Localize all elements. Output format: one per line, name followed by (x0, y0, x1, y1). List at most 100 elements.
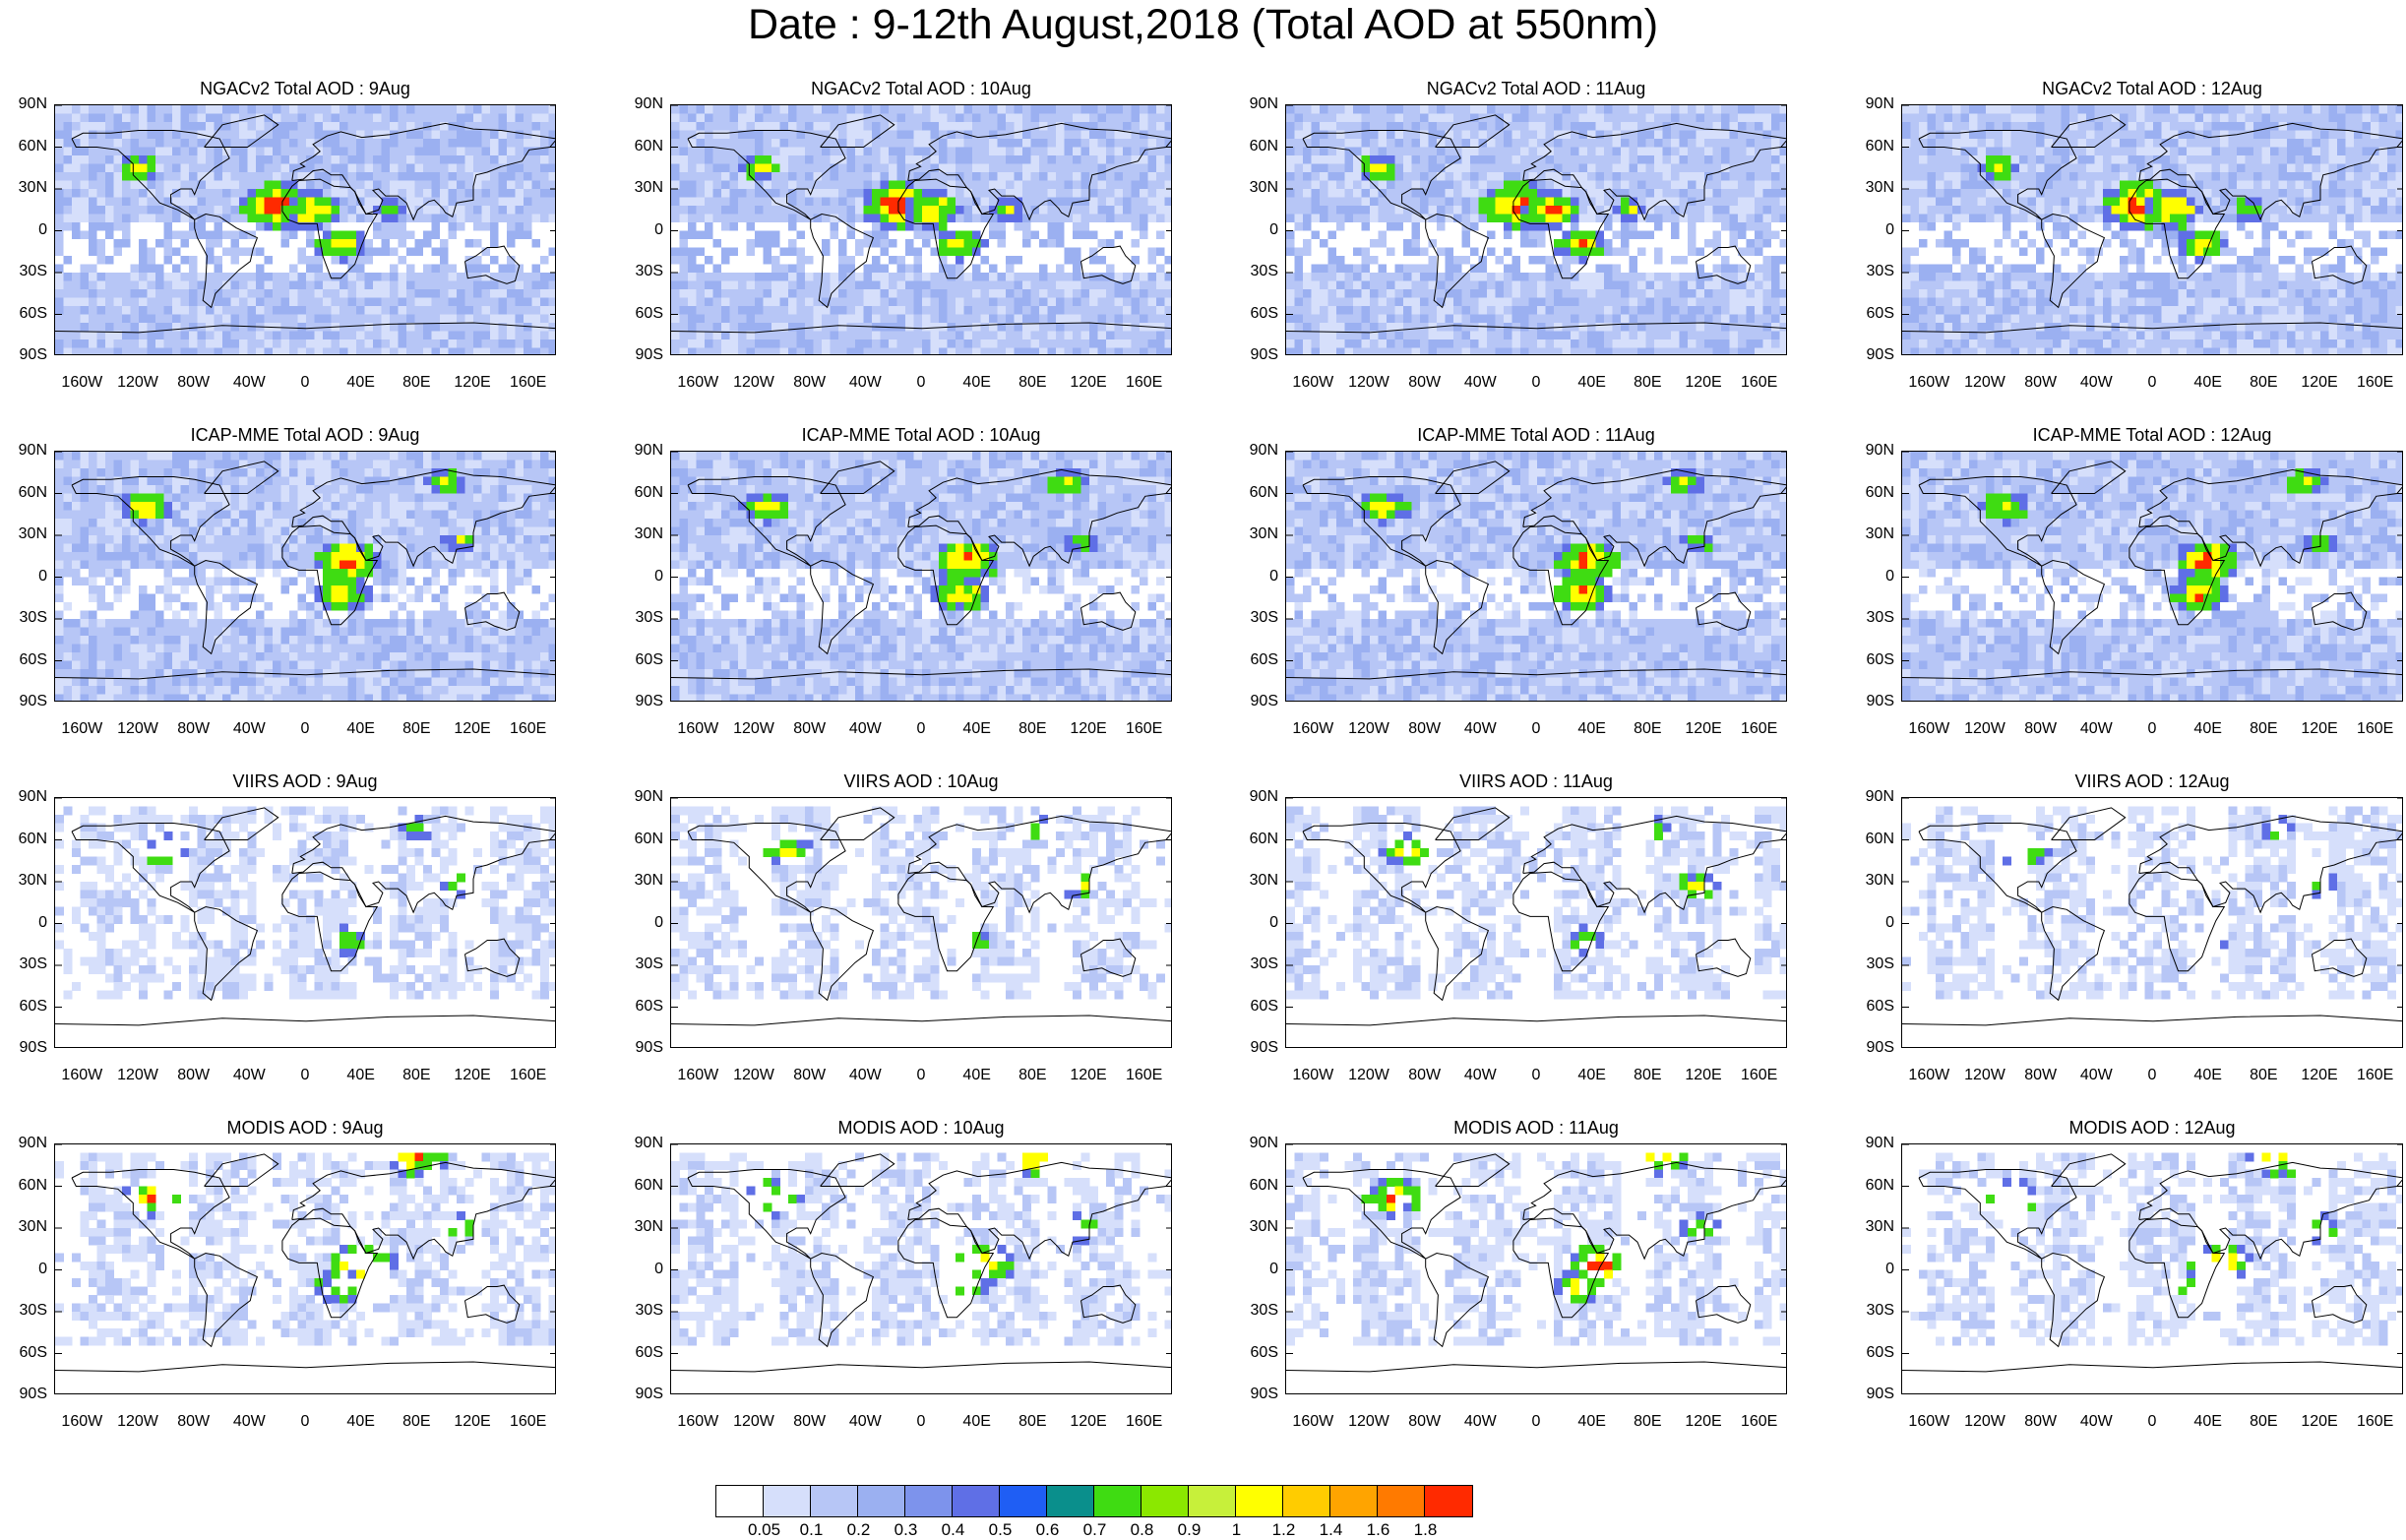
aod-cell (1336, 198, 1345, 207)
aod-cell (399, 289, 407, 298)
aod-cell (956, 231, 964, 240)
aod-cell (415, 231, 424, 240)
aod-cell (356, 148, 365, 156)
aod-cell (172, 298, 181, 307)
aod-cell (239, 105, 248, 114)
aod-cell (1065, 332, 1074, 340)
aod-cell (998, 298, 1007, 307)
aod-cell (671, 105, 680, 114)
aod-cell (1022, 332, 1031, 340)
aod-cell (1320, 114, 1328, 123)
aod-cell (1604, 256, 1613, 265)
aod-cell (1554, 155, 1563, 164)
aod-cell (473, 281, 482, 290)
aod-cell (1462, 231, 1471, 240)
aod-cell (1453, 298, 1462, 307)
aod-cell (390, 122, 399, 131)
aod-cell (1081, 222, 1090, 231)
aod-cell (905, 348, 914, 356)
aod-cell (1479, 189, 1488, 198)
aod-cell (1039, 323, 1048, 332)
aod-cell (855, 139, 864, 148)
aod-cell (198, 332, 207, 340)
aod-cell (256, 281, 265, 290)
aod-cell (55, 181, 64, 190)
aod-cell (1328, 114, 1337, 123)
aod-cell (1403, 298, 1412, 307)
aod-cell (688, 315, 697, 324)
aod-cell (1613, 206, 1622, 215)
aod-cell (1395, 289, 1404, 298)
aod-cell (1320, 323, 1328, 332)
aod-cell (1328, 332, 1337, 340)
aod-cell (1336, 323, 1345, 332)
aod-cell (788, 172, 797, 181)
aod-cell (1353, 122, 1362, 131)
aod-cell (306, 332, 315, 340)
aod-cell (847, 148, 856, 156)
aod-cell (339, 206, 348, 215)
aod-cell (1395, 273, 1404, 281)
aod-cell (1098, 222, 1107, 231)
aod-cell (1630, 181, 1638, 190)
aod-cell (1520, 323, 1529, 332)
aod-cell (415, 332, 424, 340)
aod-cell (248, 222, 257, 231)
aod-cell (524, 298, 532, 307)
aod-cell (273, 215, 281, 223)
aod-cell (55, 139, 64, 148)
aod-cell (1098, 215, 1107, 223)
aod-cell (55, 206, 64, 215)
lon-tick-label: 160E (1115, 374, 1174, 392)
aod-cell (1420, 198, 1429, 207)
aod-cell (1165, 265, 1173, 274)
aod-cell (1613, 114, 1622, 123)
aod-cell (697, 265, 706, 274)
aod-cell (365, 105, 374, 114)
aod-cell (1345, 273, 1354, 281)
aod-cell (780, 139, 789, 148)
aod-cell (1336, 281, 1345, 290)
aod-cell (1123, 239, 1132, 248)
aod-cell (315, 289, 324, 298)
aod-cell (713, 206, 722, 215)
aod-cell (181, 306, 190, 315)
aod-cell (1132, 206, 1141, 215)
aod-cell (1630, 155, 1638, 164)
aod-cell (931, 164, 940, 173)
aod-cell (721, 315, 730, 324)
aod-cell (482, 315, 491, 324)
lon-tick-label: 40E (948, 374, 1007, 392)
aod-cell (490, 222, 499, 231)
aod-cell (131, 105, 140, 114)
aod-cell (1596, 289, 1605, 298)
aod-cell (1470, 181, 1479, 190)
panel-title: NGACv2 Total AOD : 10Aug (670, 79, 1172, 99)
aod-cell (215, 315, 223, 324)
aod-cell (348, 198, 357, 207)
lat-tick-label: 30S (1235, 264, 1278, 279)
aod-cell (914, 256, 923, 265)
aod-cell (1395, 189, 1404, 198)
aod-cell (1022, 222, 1031, 231)
aod-cell (231, 289, 240, 298)
aod-cell (549, 198, 557, 207)
aod-cell (964, 206, 973, 215)
aod-cell (1328, 306, 1337, 315)
aod-cell (72, 231, 81, 240)
aod-cell (939, 198, 948, 207)
aod-cell (805, 273, 814, 281)
aod-cell (373, 122, 382, 131)
aod-cell (697, 332, 706, 340)
aod-cell (399, 332, 407, 340)
aod-cell (399, 231, 407, 240)
aod-cell (1165, 164, 1173, 173)
aod-cell (1496, 215, 1505, 223)
aod-cell (373, 289, 382, 298)
aod-cell (1156, 256, 1165, 265)
aod-cell (1412, 172, 1421, 181)
aod-cell (1563, 222, 1572, 231)
aod-cell (1412, 323, 1421, 332)
aod-cell (931, 105, 940, 114)
aod-cell (1512, 148, 1521, 156)
